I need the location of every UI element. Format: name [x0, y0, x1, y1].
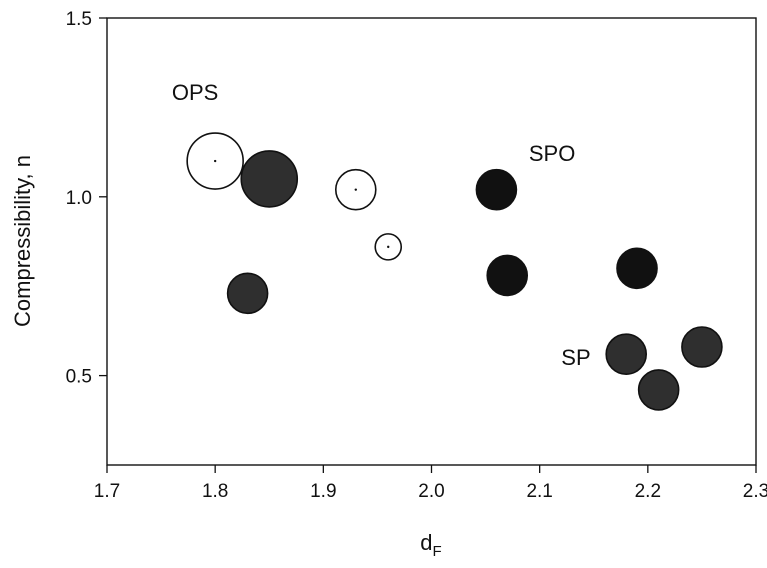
- y-tick-label: 1.5: [66, 9, 92, 30]
- data-point: [475, 168, 518, 211]
- data-points-layer: [186, 132, 723, 411]
- y-axis-title: Compressibility, n: [10, 155, 35, 327]
- data-point: [186, 132, 244, 190]
- data-point-circle: [226, 272, 269, 315]
- data-point-circle: [605, 333, 648, 375]
- x-axis-title: dF: [420, 530, 441, 560]
- data-point-circle: [681, 326, 723, 368]
- data-point-circle: [475, 168, 518, 211]
- annotation-label: SP: [561, 345, 590, 370]
- data-point: [681, 326, 723, 368]
- x-tick-label: 2.1: [526, 481, 552, 502]
- tick-labels-layer: 1.7 1.8 1.9 2.0 2.1 2.2 2.3 0.5 1.0 1.5: [66, 9, 767, 502]
- data-point: [616, 247, 658, 290]
- x-tick-label: 2.0: [418, 481, 444, 502]
- annotation-label: SPO: [529, 141, 575, 166]
- data-point-circle: [616, 247, 658, 290]
- annotation-label: OPS: [172, 80, 218, 105]
- data-point-center-dot: [213, 159, 217, 163]
- x-axis-title-main: d: [420, 530, 432, 555]
- x-tick-label: 1.7: [94, 481, 120, 502]
- data-point-circle: [637, 369, 680, 411]
- data-point: [240, 150, 299, 208]
- data-point: [374, 233, 403, 261]
- data-point-center-dot: [387, 245, 390, 249]
- x-tick-label: 1.9: [310, 481, 336, 502]
- axis-ticks-layer: [99, 17, 757, 473]
- y-tick-label: 1.0: [66, 188, 92, 209]
- data-point: [605, 333, 648, 375]
- data-point: [486, 254, 529, 297]
- x-tick-label: 2.3: [743, 481, 767, 502]
- annotations-layer: OPS SPO SP: [172, 80, 591, 370]
- data-point-circle: [486, 254, 529, 297]
- x-tick-label: 2.2: [635, 481, 661, 502]
- y-tick-label: 0.5: [66, 367, 92, 388]
- data-point: [637, 369, 680, 411]
- x-axis-title-subscript: F: [433, 543, 442, 560]
- x-tick-label: 1.8: [202, 481, 228, 502]
- data-point: [334, 168, 377, 211]
- data-point-center-dot: [354, 188, 357, 191]
- data-point-circle: [240, 150, 299, 208]
- data-point: [226, 272, 269, 315]
